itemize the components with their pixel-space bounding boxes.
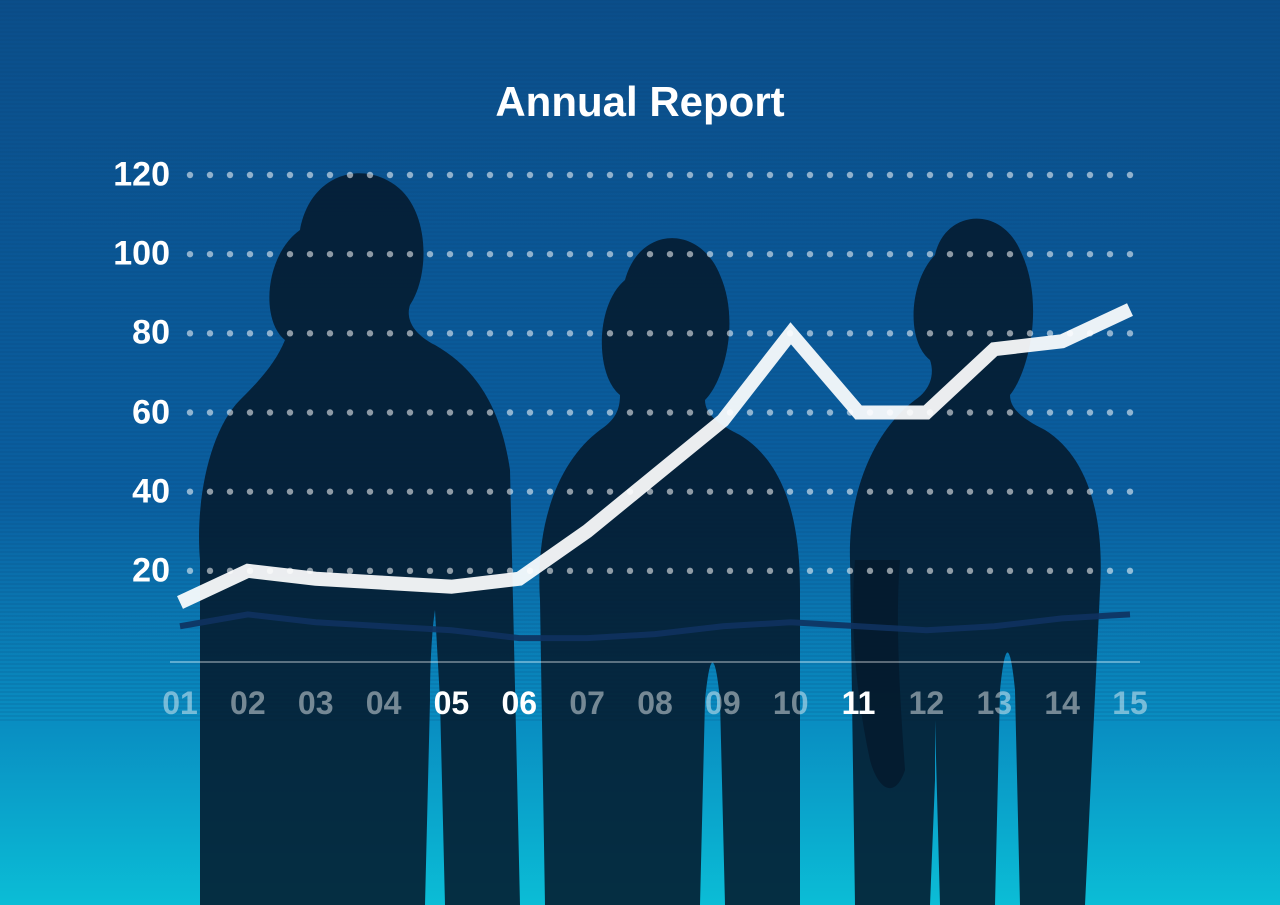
x-tick-label: 01	[162, 685, 198, 722]
x-tick-label: 15	[1112, 685, 1148, 722]
x-tick-label: 04	[366, 685, 402, 722]
x-tick-label: 03	[298, 685, 334, 722]
y-tick-label: 20	[132, 551, 170, 590]
series-secondary-line	[180, 614, 1130, 638]
x-tick-label: 14	[1044, 685, 1080, 722]
y-tick-label: 80	[132, 314, 170, 353]
y-tick-label: 40	[132, 472, 170, 511]
x-tick-label: 13	[976, 685, 1012, 722]
y-tick-label: 100	[113, 235, 170, 274]
x-tick-label: 11	[842, 685, 876, 722]
x-tick-label: 02	[230, 685, 266, 722]
x-tick-label: 06	[501, 685, 537, 722]
x-tick-label: 07	[569, 685, 605, 722]
chart-title: Annual Report	[0, 78, 1280, 126]
series-primary-line	[180, 310, 1130, 603]
x-tick-label: 08	[637, 685, 673, 722]
chart-canvas: Annual Report 120 100 80 60 40 20 01 02 03 04 05 0…	[0, 0, 1280, 905]
x-tick-label: 05	[434, 685, 470, 722]
series-layer	[0, 0, 1280, 905]
y-tick-label: 120	[113, 156, 170, 195]
x-tick-label: 09	[705, 685, 741, 722]
x-tick-label: 10	[773, 685, 809, 722]
y-tick-label: 60	[132, 393, 170, 432]
x-tick-label: 12	[909, 685, 945, 722]
